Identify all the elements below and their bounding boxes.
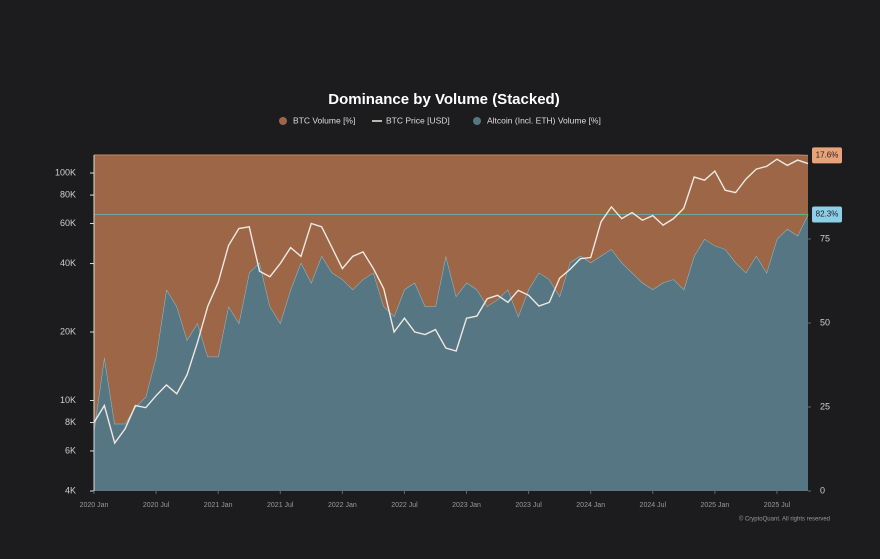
x-tick-label: 2022 Jan xyxy=(328,502,357,509)
legend-label: Altcoin (Incl. ETH) Volume [%] xyxy=(487,115,601,125)
price-line xyxy=(93,158,809,445)
y-tick-label: 60K xyxy=(60,218,76,228)
y2-tick-label: 75 xyxy=(820,233,830,243)
legend-swatch xyxy=(279,117,287,125)
x-tick-label: 2020 Jan xyxy=(80,502,109,509)
legend-label: BTC Price [USD] xyxy=(386,115,450,125)
y2-tick-label: 50 xyxy=(820,317,830,327)
x-tick-label: 2021 Jan xyxy=(204,502,233,509)
x-tick-label: 2024 Jul xyxy=(640,502,667,509)
y-tick-label: 100K xyxy=(55,167,76,177)
x-tick-label: 2024 Jan xyxy=(576,502,605,509)
area xyxy=(94,214,808,492)
y-tick-label: 8K xyxy=(65,417,76,427)
end-badge xyxy=(812,147,842,164)
y2-tick-label: 0 xyxy=(820,485,825,495)
x-tick-label: 2023 Jan xyxy=(452,502,481,509)
chart-title: Dominance by Volume (Stacked) xyxy=(328,91,559,108)
y-tick-label: 40K xyxy=(60,258,76,268)
y-tick-label: 20K xyxy=(60,326,76,336)
footer: © CryptoQuant. All rights reserved xyxy=(739,516,830,523)
x-tick-label: 2025 Jan xyxy=(700,502,729,509)
end-label: 82.3% xyxy=(816,210,839,219)
end-badge xyxy=(812,206,842,223)
y-tick-label: 10K xyxy=(60,395,76,405)
y-tick-label: 6K xyxy=(65,445,76,455)
y-tick-label: 4K xyxy=(65,485,76,495)
end-label: 17.6% xyxy=(816,150,839,159)
x-tick-label: 2023 Jul xyxy=(515,502,542,509)
area xyxy=(94,155,808,431)
y2-tick-label: 25 xyxy=(820,401,830,411)
y-tick-label: 80K xyxy=(60,189,76,199)
x-tick-label: 2021 Jul xyxy=(267,502,294,509)
x-tick-label: 2025 Jul xyxy=(764,502,791,509)
x-tick-label: 2020 Jul xyxy=(143,502,170,509)
legend-swatch xyxy=(473,117,481,125)
x-tick-label: 2022 Jul xyxy=(391,502,418,509)
legend-label: BTC Volume [%] xyxy=(293,115,355,125)
